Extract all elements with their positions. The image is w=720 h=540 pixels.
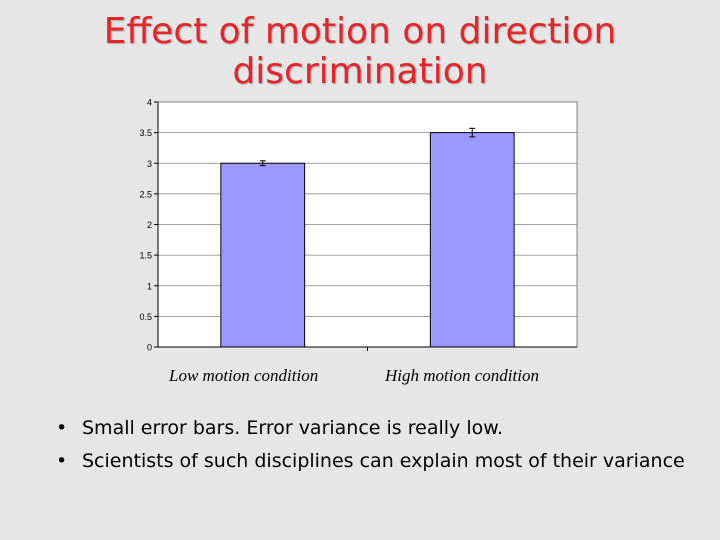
bullet-glyph: • [56, 417, 68, 439]
y-tick-label: 3.5 [139, 128, 152, 138]
bar [220, 162, 306, 348]
bar-chart: 0 0.5 1 1.5 2 2.5 3 3.5 4 [139, 98, 578, 353]
bullet-text: Small error bars. Error variance is real… [82, 417, 504, 439]
slide-title-line-1: Effect of motion on direction [103, 11, 617, 52]
y-tick-label: 0 [147, 343, 152, 353]
category-label-low: Low motion condition [169, 366, 319, 385]
bullet-text: Scientists of such disciplines can expla… [82, 450, 685, 472]
slide-title: Effect of motion on direction discrimina… [0, 12, 720, 92]
y-tick-label: 4 [147, 98, 152, 108]
y-tick-label: 0.5 [139, 312, 152, 322]
y-tick-label: 3 [147, 159, 152, 169]
slide-title-line-2: discrimination [232, 51, 488, 92]
category-label-high: High motion condition [385, 366, 539, 385]
bullet-glyph: • [56, 450, 68, 472]
y-tick-label: 1.5 [139, 251, 152, 261]
y-tick-label: 1 [147, 281, 152, 291]
y-tick-label: 2 [147, 220, 152, 230]
bullet-item: • Small error bars. Error variance is re… [56, 416, 696, 441]
y-tick-label: 2.5 [139, 189, 152, 199]
bullet-list: • Small error bars. Error variance is re… [56, 416, 696, 482]
bullet-item: • Scientists of such disciplines can exp… [56, 449, 696, 474]
bar [429, 132, 515, 348]
